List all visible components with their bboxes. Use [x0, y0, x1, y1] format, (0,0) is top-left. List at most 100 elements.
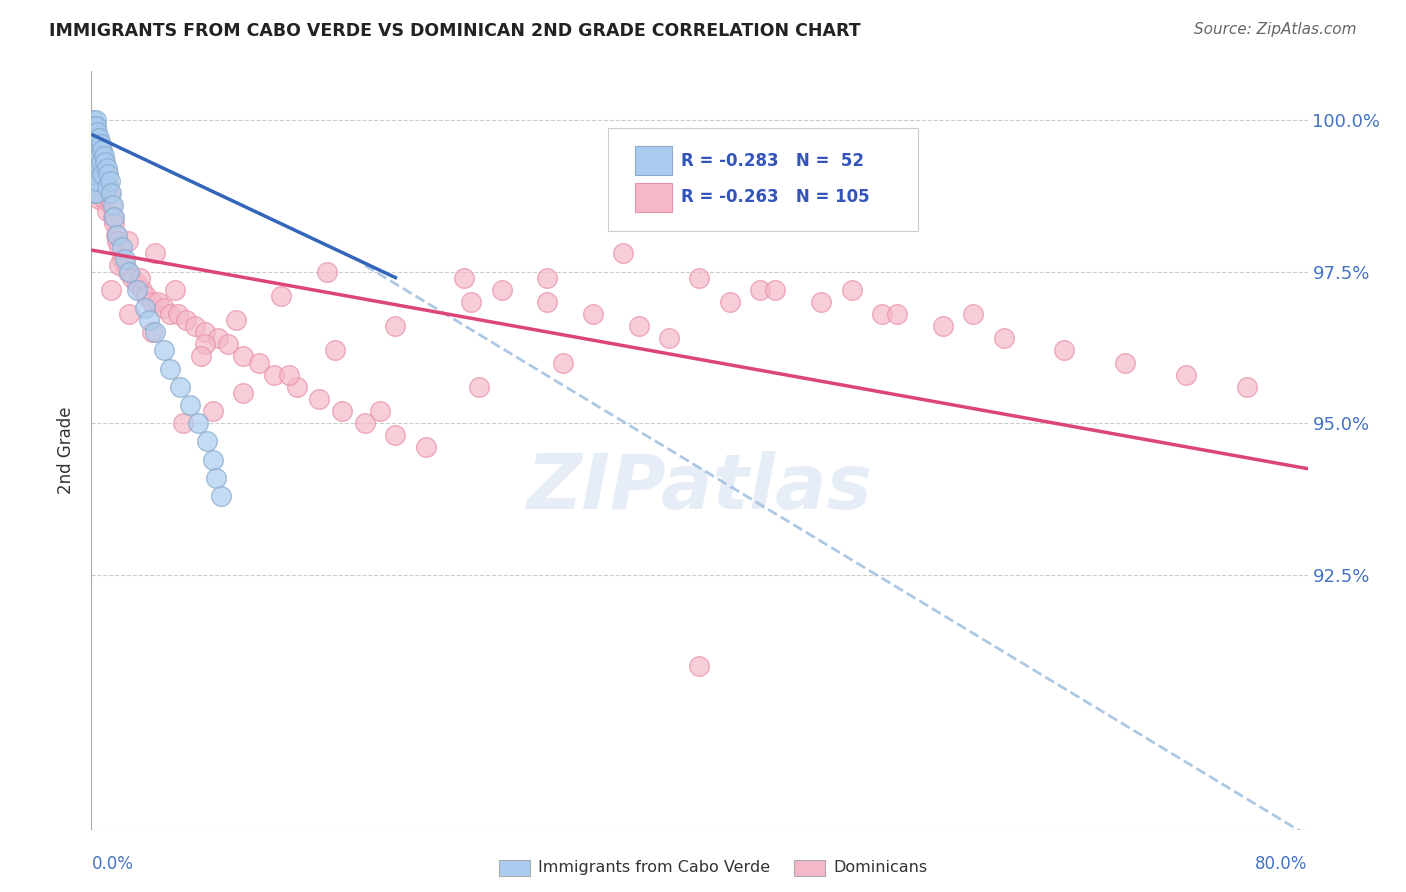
Point	[83, 125, 105, 139]
Point	[688, 658, 710, 673]
Text: IMMIGRANTS FROM CABO VERDE VS DOMINICAN 2ND GRADE CORRELATION CHART: IMMIGRANTS FROM CABO VERDE VS DOMINICAN …	[49, 22, 860, 40]
Point	[107, 259, 129, 273]
Point	[118, 307, 141, 321]
Point	[86, 155, 108, 169]
Point	[84, 173, 107, 187]
Point	[91, 149, 114, 163]
Point	[93, 192, 115, 206]
Point	[612, 246, 634, 260]
Point	[104, 228, 127, 243]
Point	[263, 368, 285, 382]
FancyBboxPatch shape	[609, 128, 918, 230]
Point	[96, 203, 118, 218]
Point	[87, 149, 110, 163]
Point	[82, 125, 104, 139]
Point	[962, 307, 984, 321]
Point	[89, 155, 111, 169]
Point	[94, 155, 117, 169]
Point	[83, 186, 105, 200]
Point	[205, 471, 228, 485]
Point	[491, 283, 513, 297]
Point	[718, 294, 741, 309]
Point	[82, 155, 104, 169]
Point	[627, 319, 650, 334]
Point	[169, 380, 191, 394]
Point	[163, 283, 186, 297]
Point	[82, 131, 104, 145]
Point	[468, 380, 491, 394]
Point	[103, 216, 125, 230]
Point	[841, 283, 863, 297]
Point	[187, 416, 209, 430]
Point	[96, 173, 118, 187]
Point	[453, 270, 475, 285]
Point	[82, 137, 104, 152]
Point	[232, 385, 254, 400]
Point	[460, 294, 482, 309]
Point	[285, 380, 308, 394]
Point	[117, 264, 139, 278]
Point	[89, 137, 111, 152]
Point	[100, 198, 122, 212]
Point	[86, 137, 108, 152]
Point	[94, 168, 117, 182]
Text: Source: ZipAtlas.com: Source: ZipAtlas.com	[1194, 22, 1357, 37]
Point	[308, 392, 330, 406]
Point	[658, 331, 681, 345]
Point	[114, 252, 136, 267]
Point	[97, 168, 120, 182]
Point	[886, 307, 908, 321]
Point	[91, 179, 114, 194]
Point	[114, 259, 136, 273]
Point	[330, 404, 353, 418]
Point	[87, 131, 110, 145]
Point	[765, 283, 787, 297]
Point	[131, 283, 153, 297]
Text: 80.0%: 80.0%	[1256, 855, 1308, 872]
Point	[159, 307, 181, 321]
Point	[688, 270, 710, 285]
Point	[153, 301, 176, 315]
Point	[368, 404, 391, 418]
Point	[87, 137, 110, 152]
Point	[138, 313, 160, 327]
Point	[111, 252, 134, 267]
Point	[101, 210, 124, 224]
Point	[105, 228, 128, 243]
Point	[1053, 343, 1076, 358]
Point	[354, 416, 377, 430]
Point	[82, 112, 104, 127]
Point	[323, 343, 346, 358]
Point	[202, 452, 225, 467]
Text: Immigrants from Cabo Verde: Immigrants from Cabo Verde	[538, 861, 770, 875]
Point	[536, 270, 558, 285]
Point	[1174, 368, 1197, 382]
Point	[89, 143, 111, 157]
Point	[870, 307, 893, 321]
Point	[82, 155, 104, 169]
Point	[91, 168, 114, 182]
Point	[83, 161, 105, 176]
Point	[153, 343, 176, 358]
Point	[174, 313, 197, 327]
Point	[103, 210, 125, 224]
Text: Dominicans: Dominicans	[834, 861, 928, 875]
Text: R = -0.263   N = 105: R = -0.263 N = 105	[682, 188, 870, 206]
Point	[172, 416, 194, 430]
Point	[83, 143, 105, 157]
Text: R = -0.283   N =  52: R = -0.283 N = 52	[682, 152, 865, 169]
Point	[93, 155, 115, 169]
Point	[167, 307, 190, 321]
Point	[316, 264, 339, 278]
Point	[179, 398, 201, 412]
Point	[98, 186, 121, 200]
Point	[84, 186, 107, 200]
Point	[202, 404, 225, 418]
Point	[143, 325, 166, 339]
Text: ZIPatlas: ZIPatlas	[526, 451, 873, 525]
Point	[141, 294, 163, 309]
Point	[536, 294, 558, 309]
Point	[810, 294, 832, 309]
Point	[107, 240, 129, 254]
Point	[101, 198, 124, 212]
